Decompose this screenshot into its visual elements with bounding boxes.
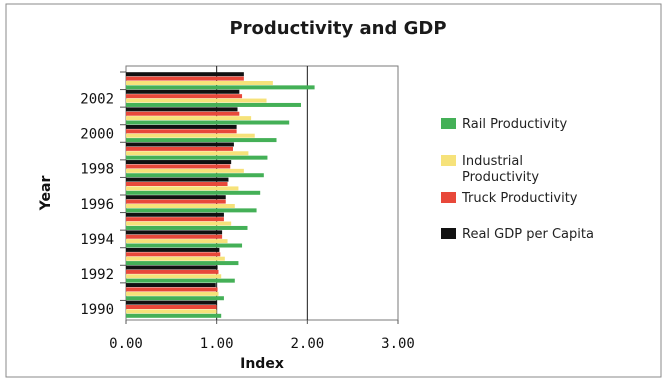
bar-1997-real-gdp-per-capita	[126, 177, 229, 182]
bar-2000-industrial-productivity	[126, 133, 255, 138]
chart-title: Productivity and GDP	[229, 18, 446, 39]
legend-swatch	[441, 155, 456, 166]
legend-item-real-gdp-per-capita: Real GDP per Capita	[441, 227, 594, 242]
bar-1990-industrial-productivity	[126, 309, 217, 314]
bar-1995-industrial-productivity	[126, 221, 232, 226]
bar-1999-truck-productivity	[126, 146, 233, 151]
bar-1992-industrial-productivity	[126, 274, 222, 279]
bar-1990-truck-productivity	[126, 305, 217, 310]
bar-1998-industrial-productivity	[126, 168, 244, 173]
bar-1999-industrial-productivity	[126, 151, 249, 156]
bar-1995-rail-productivity	[126, 225, 248, 230]
bar-1992-real-gdp-per-capita	[126, 265, 218, 270]
bar-1997-truck-productivity	[126, 182, 228, 187]
bar-2001-rail-productivity	[126, 120, 290, 125]
bar-1994-rail-productivity	[126, 243, 243, 248]
bar-1993-truck-productivity	[126, 252, 221, 257]
bar-1996-truck-productivity	[126, 199, 226, 204]
bar-1994-real-gdp-per-capita	[126, 230, 223, 235]
legend-label: Real GDP per Capita	[462, 227, 594, 242]
y-tick-label: 2002	[80, 91, 114, 107]
bar-1993-industrial-productivity	[126, 256, 225, 261]
bar-1994-truck-productivity	[126, 234, 223, 239]
y-tick-label: 2000	[80, 127, 114, 143]
y-tick-label: 1998	[80, 162, 114, 178]
bar-1990-real-gdp-per-capita	[126, 300, 217, 305]
legend-label-line: Productivity	[462, 170, 539, 185]
y-tick-label: 1994	[80, 232, 114, 248]
bar-1992-rail-productivity	[126, 278, 235, 283]
x-tick-label: 0.00	[109, 336, 143, 352]
bar-1994-industrial-productivity	[126, 239, 228, 244]
x-tick-label: 1.00	[200, 336, 234, 352]
bar-1998-real-gdp-per-capita	[126, 160, 232, 165]
bar-1998-truck-productivity	[126, 164, 231, 169]
bar-1999-rail-productivity	[126, 155, 268, 160]
legend-item-truck-productivity: Truck Productivity	[441, 191, 578, 206]
bar-1991-industrial-productivity	[126, 291, 219, 296]
bar-1996-rail-productivity	[126, 208, 257, 213]
bar-2001-real-gdp-per-capita	[126, 107, 238, 112]
bar-1991-truck-productivity	[126, 287, 218, 292]
bar-2003-truck-productivity	[126, 76, 244, 81]
x-tick-label: 2.00	[290, 336, 324, 352]
bar-2003-real-gdp-per-capita	[126, 72, 244, 77]
bar-1998-rail-productivity	[126, 173, 264, 178]
bar-2002-industrial-productivity	[126, 98, 267, 103]
y-tick-label: 1996	[80, 197, 114, 213]
bar-2001-truck-productivity	[126, 111, 240, 116]
bar-1997-rail-productivity	[126, 190, 261, 195]
bar-1996-real-gdp-per-capita	[126, 195, 226, 200]
legend-label: Rail Productivity	[462, 117, 567, 132]
bar-1992-truck-productivity	[126, 269, 219, 274]
legend-label-line: Industrial	[462, 154, 523, 169]
bar-2000-truck-productivity	[126, 129, 237, 134]
bar-1993-rail-productivity	[126, 261, 239, 266]
y-tick-label: 1992	[80, 267, 114, 283]
bar-1990-rail-productivity	[126, 313, 222, 318]
legend-swatch	[441, 192, 456, 203]
bar-1993-real-gdp-per-capita	[126, 247, 220, 252]
legend-item-rail-productivity: Rail Productivity	[441, 117, 567, 132]
bar-1997-industrial-productivity	[126, 186, 239, 191]
bar-2000-real-gdp-per-capita	[126, 124, 237, 129]
bar-1999-real-gdp-per-capita	[126, 142, 234, 147]
bar-2002-truck-productivity	[126, 94, 243, 99]
y-tick-label: 1990	[80, 302, 114, 318]
x-tick-label: 3.00	[381, 336, 415, 352]
bar-2003-rail-productivity	[126, 85, 315, 90]
bar-2002-real-gdp-per-capita	[126, 89, 240, 94]
bar-1991-rail-productivity	[126, 296, 224, 301]
bar-2003-industrial-productivity	[126, 80, 273, 85]
legend-swatch	[441, 118, 456, 129]
bar-2001-industrial-productivity	[126, 116, 252, 121]
bar-1995-real-gdp-per-capita	[126, 212, 224, 217]
x-axis-label: Index	[240, 356, 284, 372]
y-axis-label: Year	[38, 176, 54, 212]
bar-1996-industrial-productivity	[126, 203, 235, 208]
bar-2000-rail-productivity	[126, 138, 277, 143]
legend-swatch	[441, 228, 456, 239]
bar-2002-rail-productivity	[126, 102, 301, 107]
bar-1991-real-gdp-per-capita	[126, 283, 216, 288]
legend-label: Truck Productivity	[461, 191, 578, 206]
bar-1995-truck-productivity	[126, 217, 224, 222]
